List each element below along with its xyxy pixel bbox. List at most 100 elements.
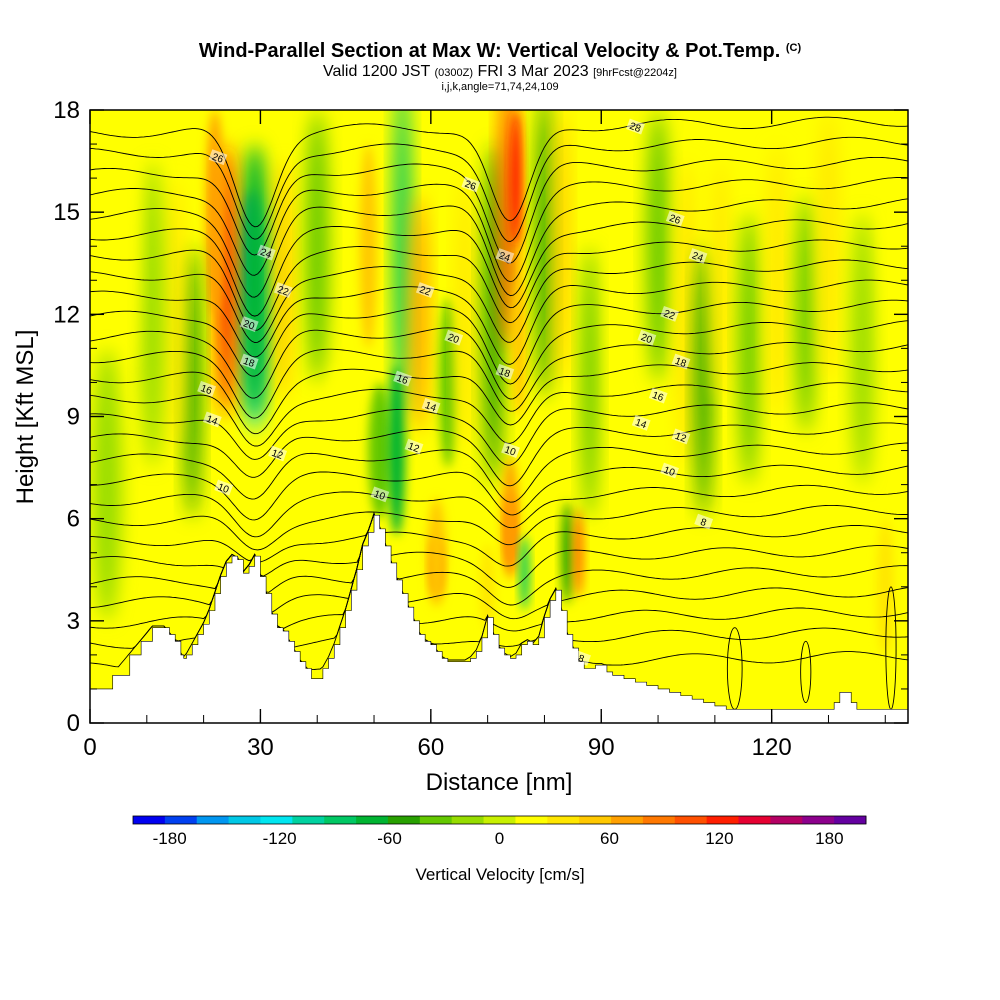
colorbar-tick-label: 60 xyxy=(600,829,619,848)
contour-label-text: 18 xyxy=(673,356,688,370)
contour-label-bg xyxy=(665,210,685,227)
contour-label-9: 22 xyxy=(660,305,679,322)
contour-label-bg xyxy=(421,397,441,414)
velocity-cell-5 xyxy=(274,161,292,400)
contour-label-5: 24 xyxy=(495,248,515,265)
colorbar: -180 -120 -60 0 60 120 180 xyxy=(132,815,867,848)
axes: 0 30 60 90 120 0 3 6 9 12 15 18 xyxy=(53,97,908,761)
isentrope-8 xyxy=(90,512,908,567)
velocity-cell-4 xyxy=(205,110,225,315)
contour-label-6: 24 xyxy=(688,248,708,265)
isentrope-24 xyxy=(90,198,908,298)
velocity-cell-33 xyxy=(573,508,584,597)
contour-label-21: 14 xyxy=(631,414,651,431)
contour-label-19: 14 xyxy=(202,411,222,428)
title-block: Wind-Parallel Section at Max W: Vertical… xyxy=(0,36,1000,93)
y-tick-label: 0 xyxy=(67,710,80,737)
contour-label-11: 20 xyxy=(444,329,464,346)
isentrope-10 xyxy=(90,484,908,538)
contour-label-20: 14 xyxy=(421,397,441,414)
contour-label-bg xyxy=(671,353,691,370)
isentrope-13 xyxy=(90,422,908,487)
contour-label-24: 12 xyxy=(671,428,691,445)
contour-label-10: 20 xyxy=(239,316,259,333)
colorbar-swatch-2 xyxy=(196,816,230,824)
valid-time-line: Valid 1200 JST (0300Z) FRI 3 Mar 2023 [9… xyxy=(0,63,1000,82)
colorbar-swatch-9 xyxy=(419,816,453,824)
velocity-cell-14 xyxy=(368,382,392,519)
contour-label-15: 18 xyxy=(671,353,691,370)
contour-label-13: 18 xyxy=(239,353,259,370)
contour-label-7: 22 xyxy=(273,282,293,299)
colorbar-swatch-7 xyxy=(356,816,389,824)
contour-label-bg xyxy=(256,244,276,261)
contour-label-bg xyxy=(268,445,288,462)
contour-label-28: 10 xyxy=(660,462,679,479)
isentrope-9 xyxy=(90,504,908,551)
contour-label-4: 24 xyxy=(256,244,276,261)
contour-label-bg xyxy=(660,462,679,479)
velocity-cell-35 xyxy=(612,178,636,451)
contour-label-17: 16 xyxy=(393,370,413,387)
velocity-cell-16 xyxy=(388,365,406,536)
isentrope-7 xyxy=(90,512,908,588)
velocity-cell-15 xyxy=(393,110,411,417)
contour-label-text: 22 xyxy=(276,284,291,298)
y-tick-label: 6 xyxy=(67,506,80,533)
contour-label-text: 24 xyxy=(259,247,274,261)
contour-label-18: 16 xyxy=(648,387,668,404)
velocity-cell-44 xyxy=(851,212,874,485)
velocity-cell-41 xyxy=(767,144,788,417)
contour-label-1: 26 xyxy=(208,149,228,166)
contour-label-text: 10 xyxy=(372,489,387,503)
velocity-cell-34 xyxy=(581,246,599,519)
velocity-cell-9 xyxy=(112,127,136,366)
velocity-cell-20 xyxy=(439,297,457,468)
velocity-cell-37 xyxy=(676,161,697,468)
isentrope-20 xyxy=(90,279,908,365)
valid-utc: (0300Z) xyxy=(434,67,473,79)
contour-label-bg xyxy=(671,428,691,445)
velocity-cell-43 xyxy=(818,110,839,383)
contour-label-text: 10 xyxy=(503,444,518,458)
contour-label-text: 20 xyxy=(639,332,654,346)
colorbar-tick-label: 0 xyxy=(495,829,504,848)
colorbar-tick-label: -120 xyxy=(263,829,297,848)
velocity-cell-32 xyxy=(561,501,573,604)
contour-label-27: 10 xyxy=(501,442,520,459)
colorbar-swatch-14 xyxy=(579,816,612,824)
contour-label-text: 22 xyxy=(418,284,433,298)
contour-label-bg xyxy=(648,387,668,404)
isentrope-21 xyxy=(90,259,908,343)
velocity-cell-28 xyxy=(520,535,530,611)
contour-label-14: 18 xyxy=(495,363,515,380)
contour-label-bg xyxy=(501,442,520,458)
contour-label-23: 12 xyxy=(404,438,424,455)
velocity-cell-30 xyxy=(535,110,553,400)
contour-label-bg xyxy=(626,118,645,135)
colorbar-swatch-20 xyxy=(770,816,803,824)
contour-label-bg xyxy=(239,316,259,332)
contour-label-bg xyxy=(202,411,222,428)
closed-contour-1 xyxy=(800,640,812,704)
velocity-cell-11 xyxy=(305,110,329,383)
contour-label-text: 20 xyxy=(242,318,257,332)
y-tick-label: 9 xyxy=(67,404,80,431)
isentrope-23 xyxy=(90,219,908,317)
velocity-cell-19 xyxy=(427,498,446,608)
contour-label-bg xyxy=(208,149,228,166)
isentrope-12 xyxy=(90,442,908,503)
isentrope-25 xyxy=(90,177,908,283)
contour-label-bg xyxy=(444,329,464,346)
contour-label-26: 10 xyxy=(370,486,390,503)
contour-label-text: 18 xyxy=(242,356,257,370)
contour-label-8: 22 xyxy=(415,282,435,299)
x-tick-label: 30 xyxy=(247,734,274,761)
y-axis-label: Height [Kft MSL] xyxy=(12,330,39,505)
velocity-cell-2 xyxy=(238,144,271,417)
contour-label-25: 10 xyxy=(214,479,234,496)
copyright-mark: (C) xyxy=(785,42,802,54)
isentrope-27 xyxy=(90,136,908,242)
contour-label-29: 8 xyxy=(694,513,714,530)
chart-title-line: Wind-Parallel Section at Max W: Vertical… xyxy=(0,36,1000,63)
